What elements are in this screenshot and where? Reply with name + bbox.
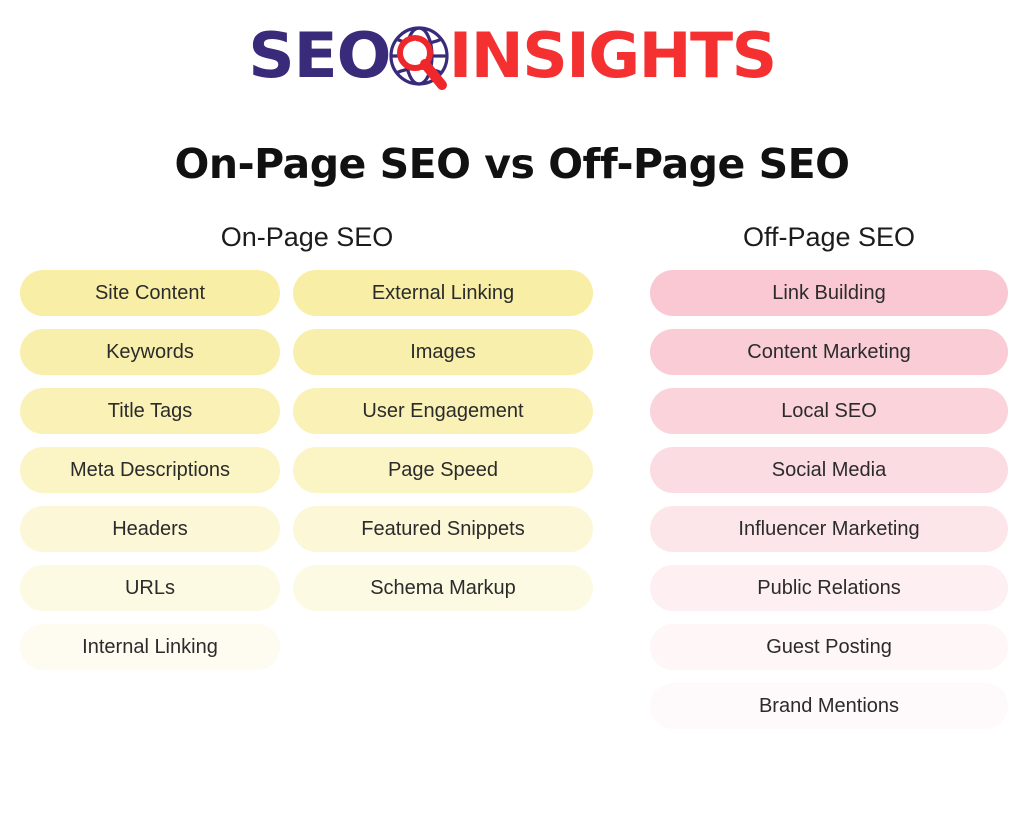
off-page-pill[interactable]: Guest Posting	[650, 624, 1008, 670]
on-page-pill[interactable]: Page Speed	[293, 447, 593, 493]
on-page-pill-label: Title Tags	[107, 399, 193, 422]
on-page-pill[interactable]: Keywords	[20, 329, 280, 375]
off-page-column: Link Building Content Marketing Local SEO S…	[650, 270, 1008, 729]
off-page-pill-label: Content Marketing	[747, 340, 911, 363]
on-page-pill-label: Internal Linking	[82, 635, 218, 658]
off-page-pill-label: Brand Mentions	[758, 694, 900, 717]
off-page-pill[interactable]: Brand Mentions	[650, 683, 1008, 729]
logo-bar: SEO INSIGHTS	[0, 0, 1024, 112]
on-page-pill-label: URLs	[124, 576, 175, 599]
brand-logo: SEO INSIGHTS	[248, 16, 777, 96]
columns-container: Site Content Keywords Title Tags Meta Descr…	[0, 270, 1024, 740]
column-header-off-page: Off-Page SEO	[742, 222, 916, 252]
off-page-pill-label: Local SEO	[781, 399, 877, 422]
on-page-pill-label: Featured Snippets	[361, 517, 525, 540]
on-page-pill[interactable]: Images	[293, 329, 593, 375]
on-page-pill[interactable]: Title Tags	[20, 388, 280, 434]
on-page-pill-label: User Engagement	[362, 399, 524, 422]
off-page-pill[interactable]: Influencer Marketing	[650, 506, 1008, 552]
off-page-pill-label: Social Media	[771, 458, 887, 481]
off-page-pill-label: Link Building	[772, 281, 886, 304]
globe-magnifier-icon	[382, 19, 456, 93]
on-page-pill[interactable]: Meta Descriptions	[20, 447, 280, 493]
on-page-pill-label: Schema Markup	[370, 576, 516, 599]
on-page-pill[interactable]: Featured Snippets	[293, 506, 593, 552]
on-page-column-2: External Linking Images User Engagement Pag…	[293, 270, 593, 611]
page-title: On-Page SEO vs Off-Page SEO	[174, 140, 850, 188]
logo-text-seo: SEO	[248, 19, 392, 92]
off-page-pill-label: Public Relations	[757, 576, 901, 599]
on-page-pill[interactable]: Site Content	[20, 270, 280, 316]
on-page-pill-label: Keywords	[106, 340, 194, 363]
off-page-pill[interactable]: Social Media	[650, 447, 1008, 493]
off-page-pill[interactable]: Content Marketing	[650, 329, 1008, 375]
on-page-pill-label: Images	[410, 340, 476, 363]
on-page-pill-label: Meta Descriptions	[69, 458, 231, 481]
column-header-on-page: On-Page SEO	[220, 222, 394, 252]
on-page-pill[interactable]: External Linking	[293, 270, 593, 316]
off-page-pill-label: Influencer Marketing	[738, 517, 920, 540]
logo-text-insights: INSIGHTS	[448, 19, 777, 92]
on-page-column-1: Site Content Keywords Title Tags Meta Descr…	[20, 270, 280, 670]
on-page-pill-label: Page Speed	[387, 458, 499, 481]
off-page-pill[interactable]: Local SEO	[650, 388, 1008, 434]
on-page-pill[interactable]: Schema Markup	[293, 565, 593, 611]
on-page-pill-label: Headers	[112, 517, 188, 540]
column-headers: On-Page SEO Off-Page SEO	[0, 222, 1024, 260]
on-page-pill[interactable]: Headers	[20, 506, 280, 552]
off-page-pill-label: Guest Posting	[766, 635, 892, 658]
on-page-pill[interactable]: URLs	[20, 565, 280, 611]
on-page-pill-label: External Linking	[371, 281, 515, 304]
on-page-pill[interactable]: User Engagement	[293, 388, 593, 434]
off-page-pill[interactable]: Link Building	[650, 270, 1008, 316]
on-page-pill[interactable]: Internal Linking	[20, 624, 280, 670]
on-page-pill-label: Site Content	[94, 281, 206, 304]
off-page-pill[interactable]: Public Relations	[650, 565, 1008, 611]
